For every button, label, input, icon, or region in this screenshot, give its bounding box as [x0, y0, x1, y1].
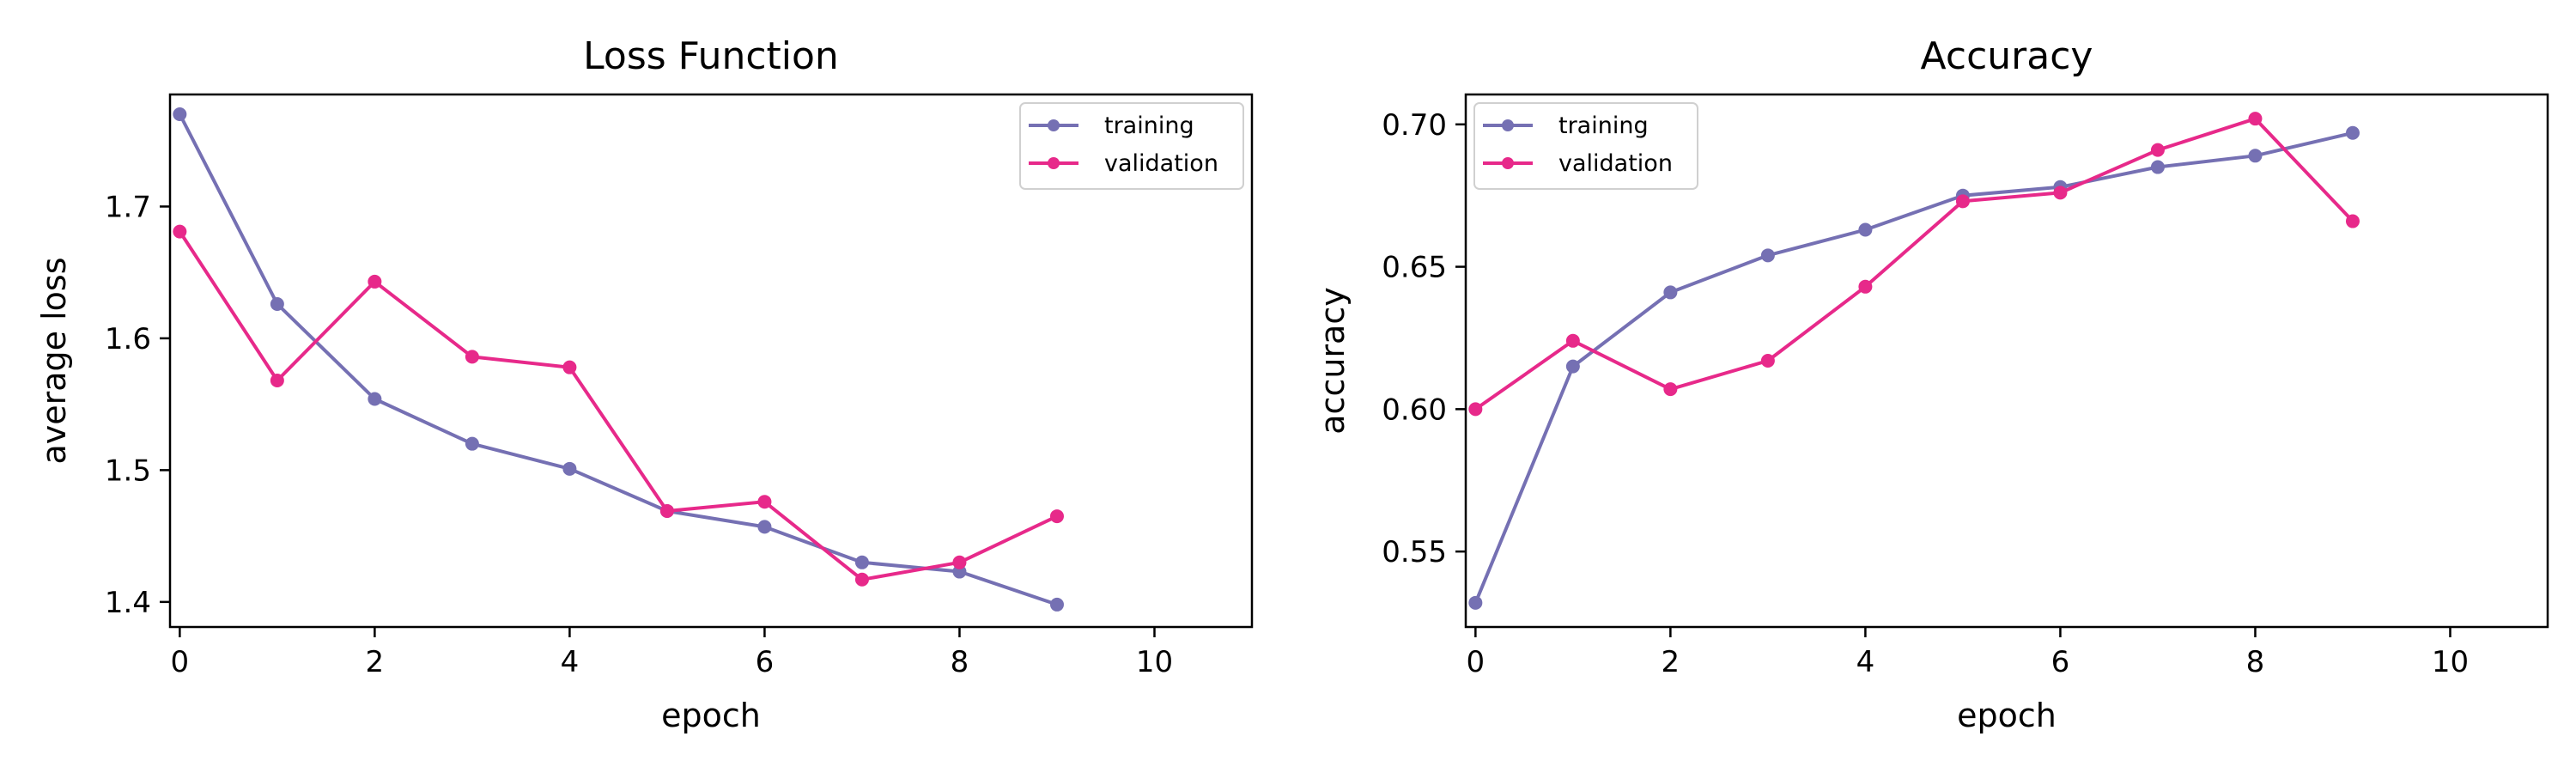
loss-training-point [854, 555, 869, 569]
loss-y-ticks: 1.4 1.5 1.6 1.7 [105, 190, 170, 620]
loss-series-line-training [178, 113, 1058, 606]
loss-legend-label-validation: validation [1104, 150, 1218, 177]
accuracy-training-point [1663, 285, 1678, 300]
loss-legend-entry-validation: validation [1029, 150, 1218, 177]
accuracy-validation-point [1760, 354, 1775, 368]
accuracy-training-point [1468, 595, 1483, 610]
accuracy-x-tick-label: 8 [2246, 645, 2265, 679]
loss-validation-point [1049, 509, 1064, 524]
accuracy-series-line-validation [1474, 117, 2354, 411]
loss-x-tick-label: 4 [561, 645, 580, 679]
accuracy-x-tick-label: 0 [1467, 645, 1485, 679]
accuracy-training-point [1565, 359, 1580, 374]
accuracy-validation-point [2150, 143, 2165, 157]
accuracy-y-tick-label: 0.60 [1382, 393, 1447, 427]
accuracy-y-tick-label: 0.65 [1382, 251, 1447, 285]
loss-x-tick-label: 6 [756, 645, 775, 679]
loss-x-tick-label: 8 [951, 645, 969, 679]
accuracy-legend-label-validation: validation [1558, 150, 1673, 177]
loss-training-point [757, 520, 772, 534]
loss-legend-label-training: training [1104, 113, 1194, 139]
loss-training-point [270, 297, 284, 312]
loss-y-tick-label: 1.5 [105, 453, 151, 488]
accuracy-y-tick-label: 0.55 [1382, 535, 1447, 569]
accuracy-y-tick-label: 0.70 [1382, 108, 1447, 143]
accuracy-chart-panel: Accuracy 0 2 4 6 8 10 0.550.600.650.70 epoch … [1314, 34, 2549, 734]
loss-validation-point [368, 274, 382, 289]
loss-validation-point [854, 572, 869, 587]
loss-chart-title: Loss Function [583, 34, 839, 78]
accuracy-validation-point [1663, 382, 1678, 397]
accuracy-training-point [1858, 222, 1873, 237]
loss-validation-point [659, 503, 674, 518]
accuracy-y-axis-label: accuracy [1314, 287, 1352, 434]
loss-legend-marker-training [1048, 119, 1060, 131]
accuracy-x-axis-label: epoch [1957, 697, 2057, 734]
loss-validation-point [952, 555, 967, 569]
accuracy-legend: training validation [1473, 102, 1698, 190]
accuracy-training-point [1760, 248, 1775, 263]
loss-validation-point [757, 495, 772, 509]
loss-training-point [562, 461, 577, 476]
loss-validation-point [270, 374, 284, 388]
loss-validation-point [173, 224, 187, 239]
accuracy-legend-label-training: training [1558, 113, 1649, 139]
loss-y-tick-label: 1.4 [105, 586, 151, 620]
loss-series-layer [173, 107, 1064, 612]
accuracy-legend-entry-training: training [1483, 113, 1649, 139]
loss-x-tick-label: 2 [366, 645, 385, 679]
loss-y-tick-label: 1.7 [105, 190, 151, 224]
accuracy-x-tick-label: 10 [2432, 645, 2469, 679]
accuracy-legend-entry-validation: validation [1483, 150, 1673, 177]
loss-legend-entry-training: training [1029, 113, 1194, 139]
loss-training-point [1049, 597, 1064, 612]
accuracy-validation-point [1955, 194, 1970, 209]
loss-x-axis-label: epoch [661, 697, 761, 734]
loss-validation-point [562, 360, 577, 374]
loss-y-tick-label: 1.6 [105, 322, 151, 356]
loss-chart-panel: Loss Function 0 2 4 6 8 10 1.4 1.5 1.6 1.7 epoch… [35, 34, 1254, 734]
loss-legend-marker-validation [1048, 157, 1060, 169]
loss-x-tick-label: 10 [1136, 645, 1173, 679]
accuracy-x-ticks: 0 2 4 6 8 10 [1467, 627, 2469, 679]
loss-training-point [173, 107, 187, 122]
accuracy-training-point [2150, 160, 2165, 174]
accuracy-validation-point [2053, 186, 2068, 200]
accuracy-validation-point [1565, 333, 1580, 348]
loss-legend: training validation [1019, 102, 1244, 190]
loss-y-axis-label: average loss [35, 257, 73, 464]
accuracy-training-point [2345, 125, 2360, 140]
loss-x-tick-label: 0 [171, 645, 190, 679]
loss-x-ticks: 0 2 4 6 8 10 [171, 627, 1173, 679]
accuracy-legend-marker-training [1502, 119, 1514, 131]
accuracy-validation-point [2248, 112, 2263, 126]
loss-training-point [465, 436, 479, 451]
accuracy-x-tick-label: 4 [1856, 645, 1875, 679]
accuracy-validation-point [2345, 214, 2360, 228]
accuracy-validation-point [1468, 402, 1483, 417]
accuracy-chart-title: Accuracy [1921, 34, 2093, 78]
accuracy-validation-point [1858, 279, 1873, 294]
loss-series-line-validation [178, 230, 1058, 581]
accuracy-legend-marker-validation [1502, 157, 1514, 169]
accuracy-x-tick-label: 6 [2051, 645, 2070, 679]
accuracy-y-ticks: 0.55 0.60 0.65 0.70 [1382, 108, 1466, 569]
loss-validation-point [465, 350, 479, 364]
loss-plot-frame [168, 93, 1254, 629]
accuracy-series-line-training [1473, 131, 2354, 604]
accuracy-training-point [2248, 149, 2263, 163]
accuracy-series-layer [1468, 112, 2360, 610]
accuracy-plot-frame [1464, 93, 2549, 629]
accuracy-x-tick-label: 2 [1662, 645, 1680, 679]
loss-training-point [368, 392, 382, 406]
